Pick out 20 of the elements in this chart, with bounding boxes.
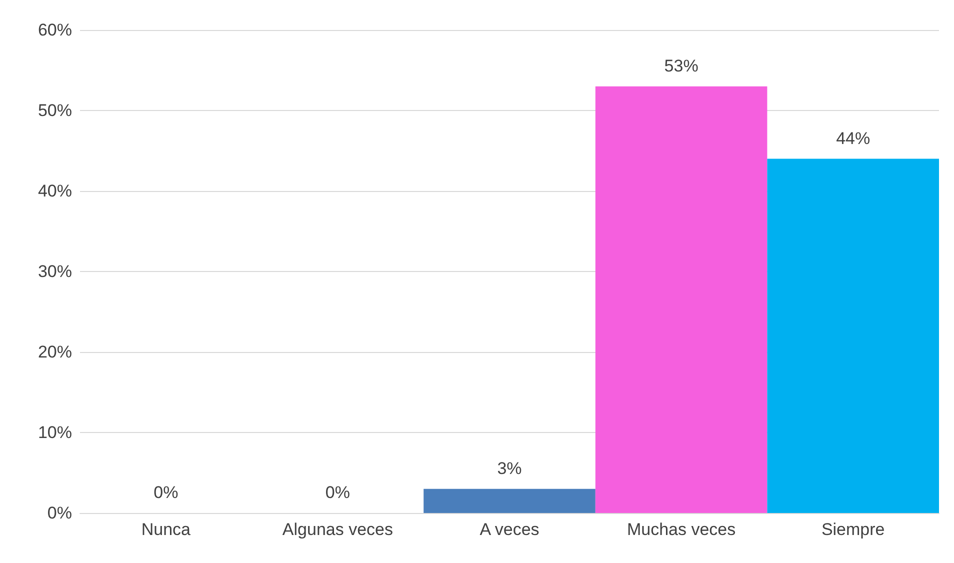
x-tick-label: Algunas veces: [282, 520, 393, 539]
data-label: 0%: [154, 483, 178, 502]
bar: [424, 488, 596, 513]
y-tick-label: 40%: [38, 182, 72, 200]
y-tick-label: 20%: [38, 342, 72, 362]
y-tick-label: 0%: [47, 504, 72, 522]
y-tick-label: 60%: [38, 20, 72, 40]
bar: [767, 158, 939, 513]
x-tick-label: Siempre: [821, 520, 885, 539]
x-tick-label: Muchas veces: [626, 520, 736, 539]
y-tick-label: 50%: [38, 101, 72, 120]
data-label: 44%: [836, 128, 870, 148]
y-tick-label: 10%: [38, 423, 72, 442]
x-tick-label: Nunca: [141, 520, 192, 539]
data-label: 0%: [325, 483, 350, 502]
data-label: 3%: [497, 458, 522, 478]
bar: [595, 86, 768, 513]
x-tick-label: A veces: [480, 520, 540, 539]
data-label: 53%: [664, 56, 698, 76]
y-tick-label: 30%: [38, 262, 72, 281]
